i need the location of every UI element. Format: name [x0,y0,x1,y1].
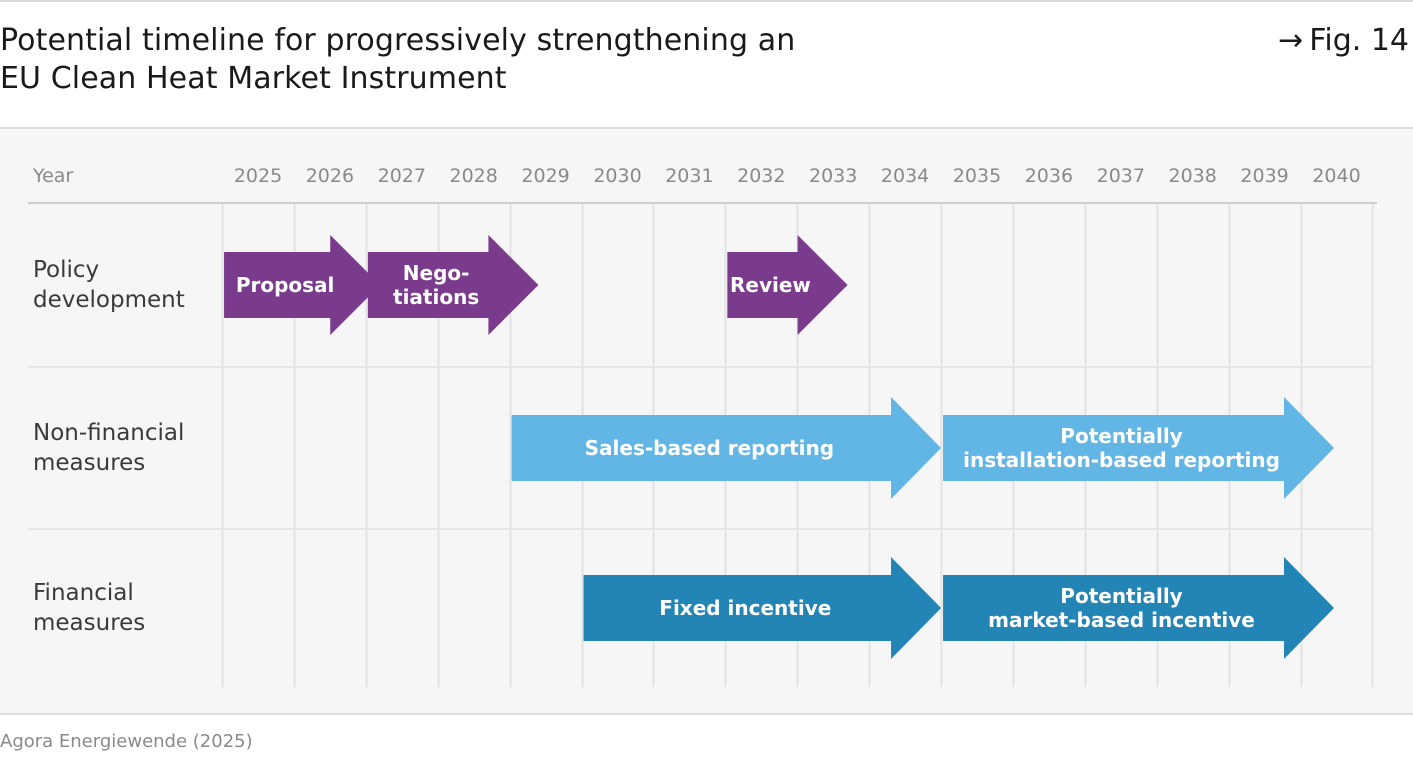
title-line-1: Potential timeline for progressively str… [0,23,796,58]
year-label: 2030 [593,165,642,187]
row-label: Financial measures [33,578,145,638]
phase-label-line: Proposal [235,273,335,297]
year-label: 2029 [521,165,570,187]
phase-label: Potentially installation-based reporting [963,424,1280,472]
phase-label-line: Potentially [1060,424,1183,448]
phase-label: Potentially market-based incentive [988,584,1255,632]
phase-label-line: Fixed incentive [659,596,832,620]
row-label: Policy development [33,255,185,315]
figure-reference: → Fig. 14 [1278,22,1409,60]
phase-label-line: market-based incentive [988,608,1255,632]
year-label: 2035 [952,165,1002,187]
phase-label: Sales-based reporting [585,436,834,460]
row-label-line: Non-financial [33,420,185,446]
year-label: 2038 [1168,165,1217,187]
phase-arrow [943,397,1334,499]
year-label: 2028 [449,165,498,187]
phase-arrow [224,235,381,335]
row-label-line: measures [33,450,146,476]
row-label-line: measures [33,610,146,636]
phase-arrow [511,397,942,499]
phase-label: Review [730,273,811,297]
phase-arrow [943,557,1334,659]
phase-label: Nego-tiations [393,261,479,309]
year-label: 2036 [1024,165,1074,187]
phase-label-line: Nego- [402,261,470,285]
phase-label-line: Potentially [1060,584,1183,608]
year-label: 2031 [665,165,714,187]
row-label-line: Policy [33,257,100,283]
year-label: 2025 [233,165,283,187]
row-label: Non-financial measures [33,418,184,478]
year-label: 2034 [880,165,930,187]
phase-label: Proposal [236,273,335,297]
row-label-line: Financial [33,580,134,606]
title-line-2: EU Clean Heat Market Instrument [0,61,507,96]
year-label: 2039 [1240,165,1289,187]
phase-label-line: installation-based reporting [963,448,1280,472]
year-axis-header: Year [33,165,74,187]
phase-label-line: Sales-based reporting [584,436,835,460]
figure-number: Fig. 14 [1309,23,1409,58]
year-label: 2032 [737,165,786,187]
phase-label-line: Review [730,273,811,297]
figure-title: Potential timeline for progressively str… [0,22,900,98]
phase-arrow [583,557,942,659]
arrow-right-icon: → [1278,23,1304,58]
top-rule [0,0,1413,2]
year-label: 2027 [377,165,426,187]
year-label: 2033 [809,165,858,187]
phase-arrow [727,235,848,335]
timeline-graphic [28,202,1377,687]
source-note: Agora Energiewende (2025) [0,731,253,752]
year-label: 2037 [1096,165,1145,187]
phase-arrow [367,235,539,335]
phase-label-line: tiations [393,285,480,309]
phase-label: Fixed incentive [659,596,831,620]
timeline-chart: Year 2025 2026 2027 2028 2029 2030 2031 2032 203… [0,127,1413,715]
year-label: 2040 [1312,165,1361,187]
year-label: 2026 [305,165,355,187]
row-label-line: development [33,287,185,313]
